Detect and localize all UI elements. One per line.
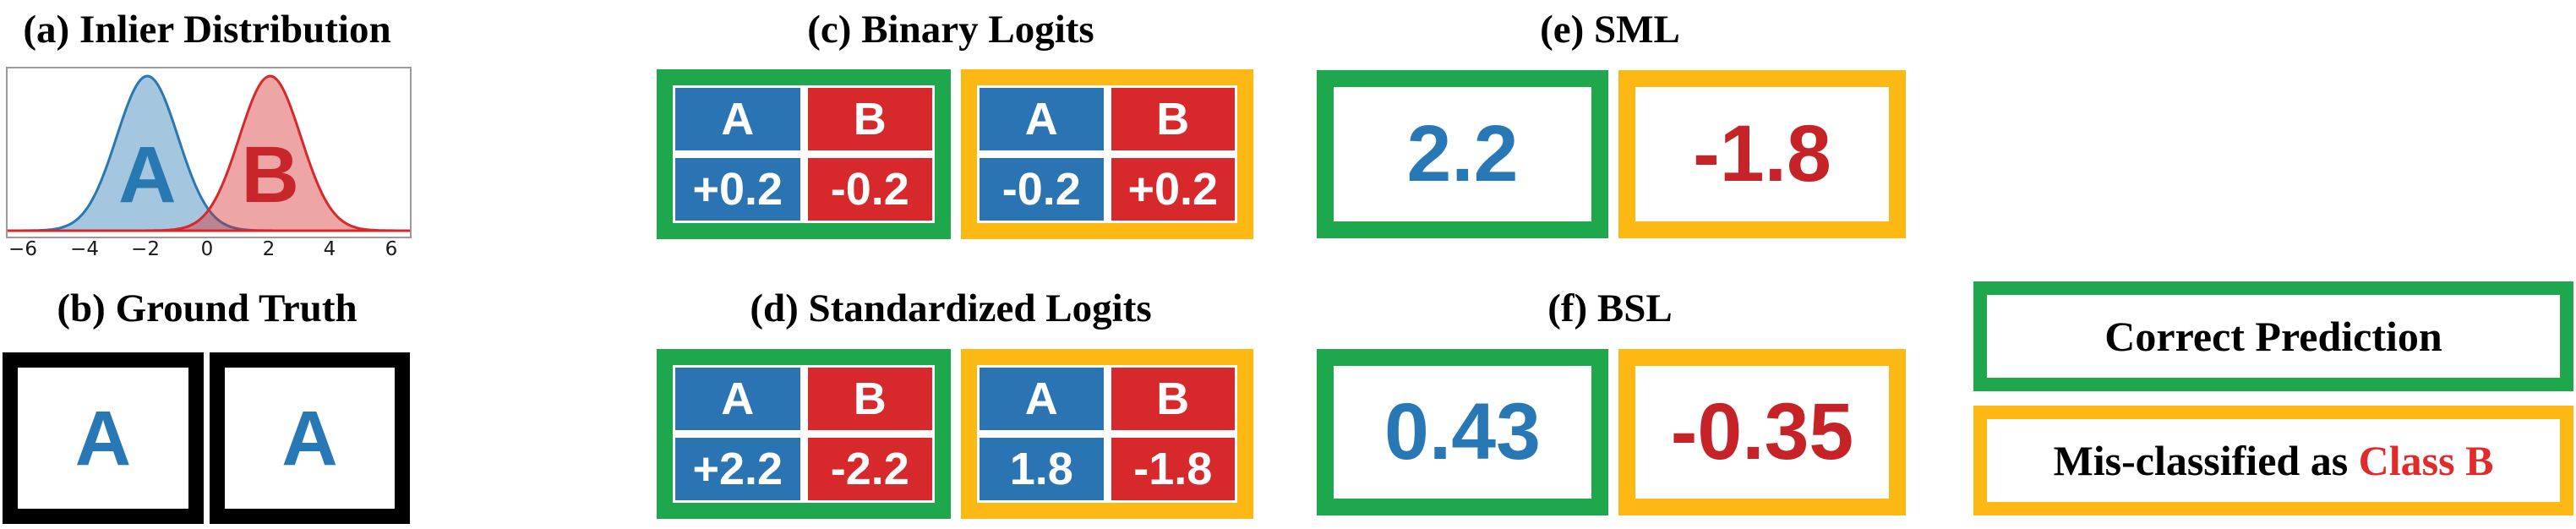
logit-cell-value-a: -0.2 [980, 158, 1104, 221]
x-tick-label: −2 [131, 238, 160, 260]
gaussian-curve-a [8, 74, 410, 232]
logit-cell-header-a: A [675, 368, 800, 430]
x-tick-label: 0 [200, 238, 214, 260]
logit-cell-header-a: A [980, 88, 1104, 150]
logit-table: A B -0.2 +0.2 [977, 85, 1237, 223]
standardized-logits-table-correct: A B +2.2 -2.2 [657, 349, 951, 519]
panel-e-title: (e) SML [1540, 8, 1680, 52]
legend-misclassified-label: Mis-classified as Class B [2054, 436, 2494, 485]
distribution-label-a: A [118, 130, 177, 220]
distribution-label-b: B [241, 130, 299, 220]
legend-misclassified-prefix: Mis-classified as [2053, 437, 2359, 484]
bsl-score-value: 0.43 [1384, 387, 1541, 477]
logit-cell-value-b: -0.2 [807, 158, 932, 221]
bsl-score-box-misclassified: -0.35 [1618, 349, 1906, 515]
logit-cell-value-a: +0.2 [675, 158, 800, 221]
logit-cell-header-b: B [1111, 368, 1235, 430]
sml-score-box-misclassified: -1.8 [1618, 70, 1906, 238]
binary-logits-table-correct: A B +0.2 -0.2 [657, 69, 951, 239]
logit-cell-header-b: B [807, 368, 932, 430]
logit-cell-header-b: B [807, 88, 932, 150]
logit-cell-value-a: 1.8 [980, 438, 1104, 500]
panel-b-title: (b) Ground Truth [57, 286, 357, 330]
legend-misclassified-highlight: Class B [2358, 437, 2494, 484]
logit-table: A B +0.2 -0.2 [673, 85, 935, 223]
ground-truth-label: A [74, 395, 132, 482]
logit-cell-header-a: A [980, 368, 1104, 430]
binary-logits-table-misclassified: A B -0.2 +0.2 [961, 69, 1253, 239]
logit-cell-value-b: +0.2 [1111, 158, 1235, 221]
sml-score-value: 2.2 [1406, 109, 1519, 199]
logit-table: A B 1.8 -1.8 [977, 365, 1237, 503]
legend-correct-label: Correct Prediction [2104, 313, 2442, 360]
logit-cell-value-b: -2.2 [807, 438, 932, 500]
legend-misclassified: Mis-classified as Class B [1973, 406, 2573, 515]
panel-d-title: (d) Standardized Logits [750, 286, 1152, 330]
x-axis-ticks: −6 −4 −2 0 2 4 6 [6, 238, 408, 260]
logit-cell-header-a: A [675, 88, 800, 150]
logit-cell-value-a: +2.2 [675, 438, 800, 500]
gaussian-curve-b [8, 74, 410, 232]
x-tick-label: −6 [8, 238, 37, 260]
legend-correct-prediction: Correct Prediction [1973, 281, 2573, 391]
ground-truth-box-2: A [210, 352, 410, 524]
logit-table: A B +2.2 -2.2 [673, 365, 935, 503]
standardized-logits-table-misclassified: A B 1.8 -1.8 [961, 349, 1253, 519]
panel-a-title: (a) Inlier Distribution [23, 8, 391, 52]
logit-cell-value-b: -1.8 [1111, 438, 1235, 500]
bsl-score-box-correct: 0.43 [1317, 349, 1608, 515]
x-tick-label: −4 [70, 238, 99, 260]
logit-cell-header-b: B [1111, 88, 1235, 150]
x-tick-label: 4 [323, 238, 336, 260]
ground-truth-box-1: A [3, 352, 204, 524]
sml-score-box-correct: 2.2 [1317, 70, 1608, 238]
x-tick-label: 6 [385, 238, 398, 260]
x-tick-label: 2 [262, 238, 276, 260]
panel-f-title: (f) BSL [1547, 286, 1673, 330]
panel-c-title: (c) Binary Logits [807, 8, 1094, 52]
bsl-score-value: -0.35 [1670, 387, 1854, 477]
sml-score-value: -1.8 [1693, 109, 1831, 199]
ground-truth-label: A [281, 395, 338, 482]
